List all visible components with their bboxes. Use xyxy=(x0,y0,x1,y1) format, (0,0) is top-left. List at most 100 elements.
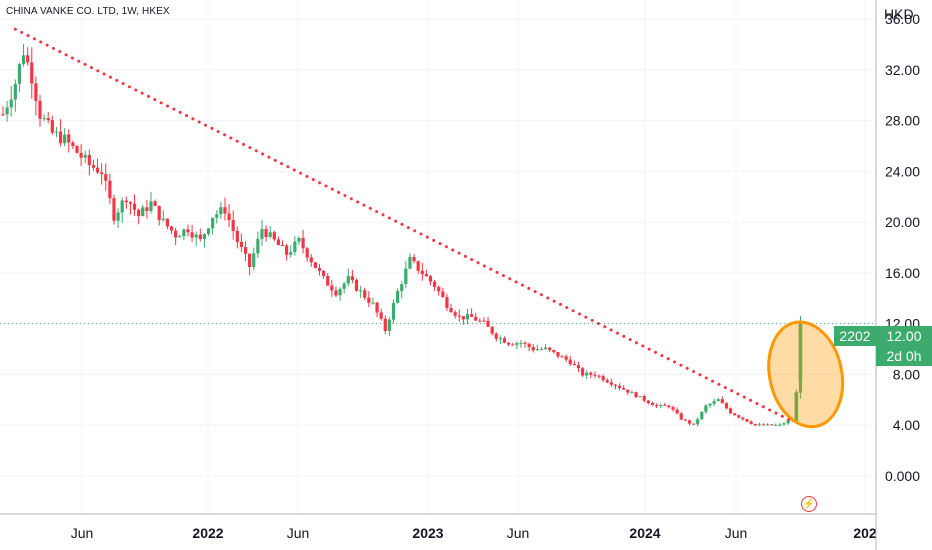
candle-body xyxy=(375,302,379,313)
candle-body xyxy=(700,411,704,420)
candle-body xyxy=(420,270,424,275)
x-tick-label: 2022 xyxy=(192,525,223,541)
candle-body xyxy=(474,316,478,321)
candle-body xyxy=(761,424,766,426)
candle-body xyxy=(227,213,231,220)
candle-body xyxy=(716,399,720,402)
y-tick-label: 36.00 xyxy=(885,11,920,27)
candle-body xyxy=(239,241,244,247)
candle-body xyxy=(198,234,202,240)
candle-body xyxy=(494,333,498,339)
candle-body xyxy=(404,268,408,285)
candle-body xyxy=(568,359,572,364)
candle-body xyxy=(412,257,416,262)
candle-body xyxy=(30,62,34,84)
candle-body xyxy=(667,405,671,408)
candle-body xyxy=(260,228,264,239)
candle-body xyxy=(675,409,679,414)
candle-body xyxy=(354,280,359,291)
candle-body xyxy=(256,238,260,254)
candle-body xyxy=(461,316,465,320)
candle-body xyxy=(679,413,683,420)
candle-body xyxy=(391,302,396,320)
candle-body xyxy=(34,83,38,101)
candle-body xyxy=(482,320,486,322)
candle-body xyxy=(646,400,650,404)
candle-body xyxy=(724,403,729,409)
candle-body xyxy=(765,424,770,426)
candle-body xyxy=(50,120,54,133)
candle-body xyxy=(83,155,87,158)
candle-body xyxy=(231,219,235,231)
x-tick-label: Jun xyxy=(725,525,748,541)
candle-body xyxy=(720,399,724,404)
candle-body xyxy=(531,347,535,351)
candle-body xyxy=(712,401,716,404)
candle-body xyxy=(470,314,474,317)
x-tick-label: 2024 xyxy=(629,525,660,541)
currency-label[interactable]: HKD xyxy=(884,6,914,22)
candle-body xyxy=(313,262,318,268)
candle-body xyxy=(330,285,334,291)
candle-body xyxy=(235,230,239,242)
candle-body xyxy=(289,252,293,255)
candle-body xyxy=(708,403,712,406)
candle-body xyxy=(589,372,593,375)
candle-body xyxy=(642,396,646,401)
candle-body xyxy=(95,167,100,173)
candle-body xyxy=(182,229,186,237)
y-tick-label: 28.00 xyxy=(885,113,920,129)
candle-body xyxy=(116,212,120,221)
candle-body xyxy=(613,384,618,386)
candle-body xyxy=(453,312,457,316)
candle-body xyxy=(445,297,449,309)
candle-body xyxy=(745,419,749,422)
bar-time-left: 2d 0h xyxy=(886,348,922,364)
lightning-icon[interactable]: ⚡ xyxy=(801,496,817,512)
candle-body xyxy=(71,142,75,147)
candle-body xyxy=(691,423,696,425)
candle-body xyxy=(161,218,165,221)
candle-body xyxy=(1,114,5,116)
candle-body xyxy=(416,261,420,271)
candle-body xyxy=(178,236,182,238)
candle-body xyxy=(338,288,342,296)
candle-body xyxy=(515,343,519,345)
candle-body xyxy=(486,320,490,327)
candle-body xyxy=(687,420,692,424)
candle-body xyxy=(741,417,745,420)
x-tick-label: Jun xyxy=(287,525,310,541)
candle-body xyxy=(342,283,346,289)
y-tick-label: 20.00 xyxy=(885,214,920,230)
candle-body xyxy=(564,356,568,360)
candle-body xyxy=(46,118,50,121)
candle-body xyxy=(297,238,301,242)
candle-body xyxy=(63,134,67,144)
candle-body xyxy=(585,372,589,376)
y-tick-label: 8.00 xyxy=(893,366,920,382)
candle-body xyxy=(457,315,461,317)
candle-body xyxy=(733,413,737,416)
candle-body xyxy=(572,363,576,366)
candle-body xyxy=(272,232,276,240)
candle-body xyxy=(132,203,137,210)
candle-body xyxy=(601,376,605,381)
candle-body xyxy=(728,408,733,414)
y-tick-label: 0.000 xyxy=(885,468,920,484)
candle-body xyxy=(128,202,133,204)
candle-body xyxy=(371,302,375,304)
candle-body xyxy=(190,232,194,238)
candle-body xyxy=(498,338,502,340)
candle-body xyxy=(753,423,757,426)
candle-body xyxy=(556,351,560,357)
trendline xyxy=(13,27,794,423)
candle-body xyxy=(219,207,223,215)
candle-body xyxy=(202,234,207,240)
candle-body xyxy=(502,338,507,343)
candle-body xyxy=(433,281,437,288)
candle-body xyxy=(124,200,128,203)
candle-body xyxy=(506,342,511,345)
candle-body xyxy=(400,284,404,292)
candle-body xyxy=(798,321,803,380)
